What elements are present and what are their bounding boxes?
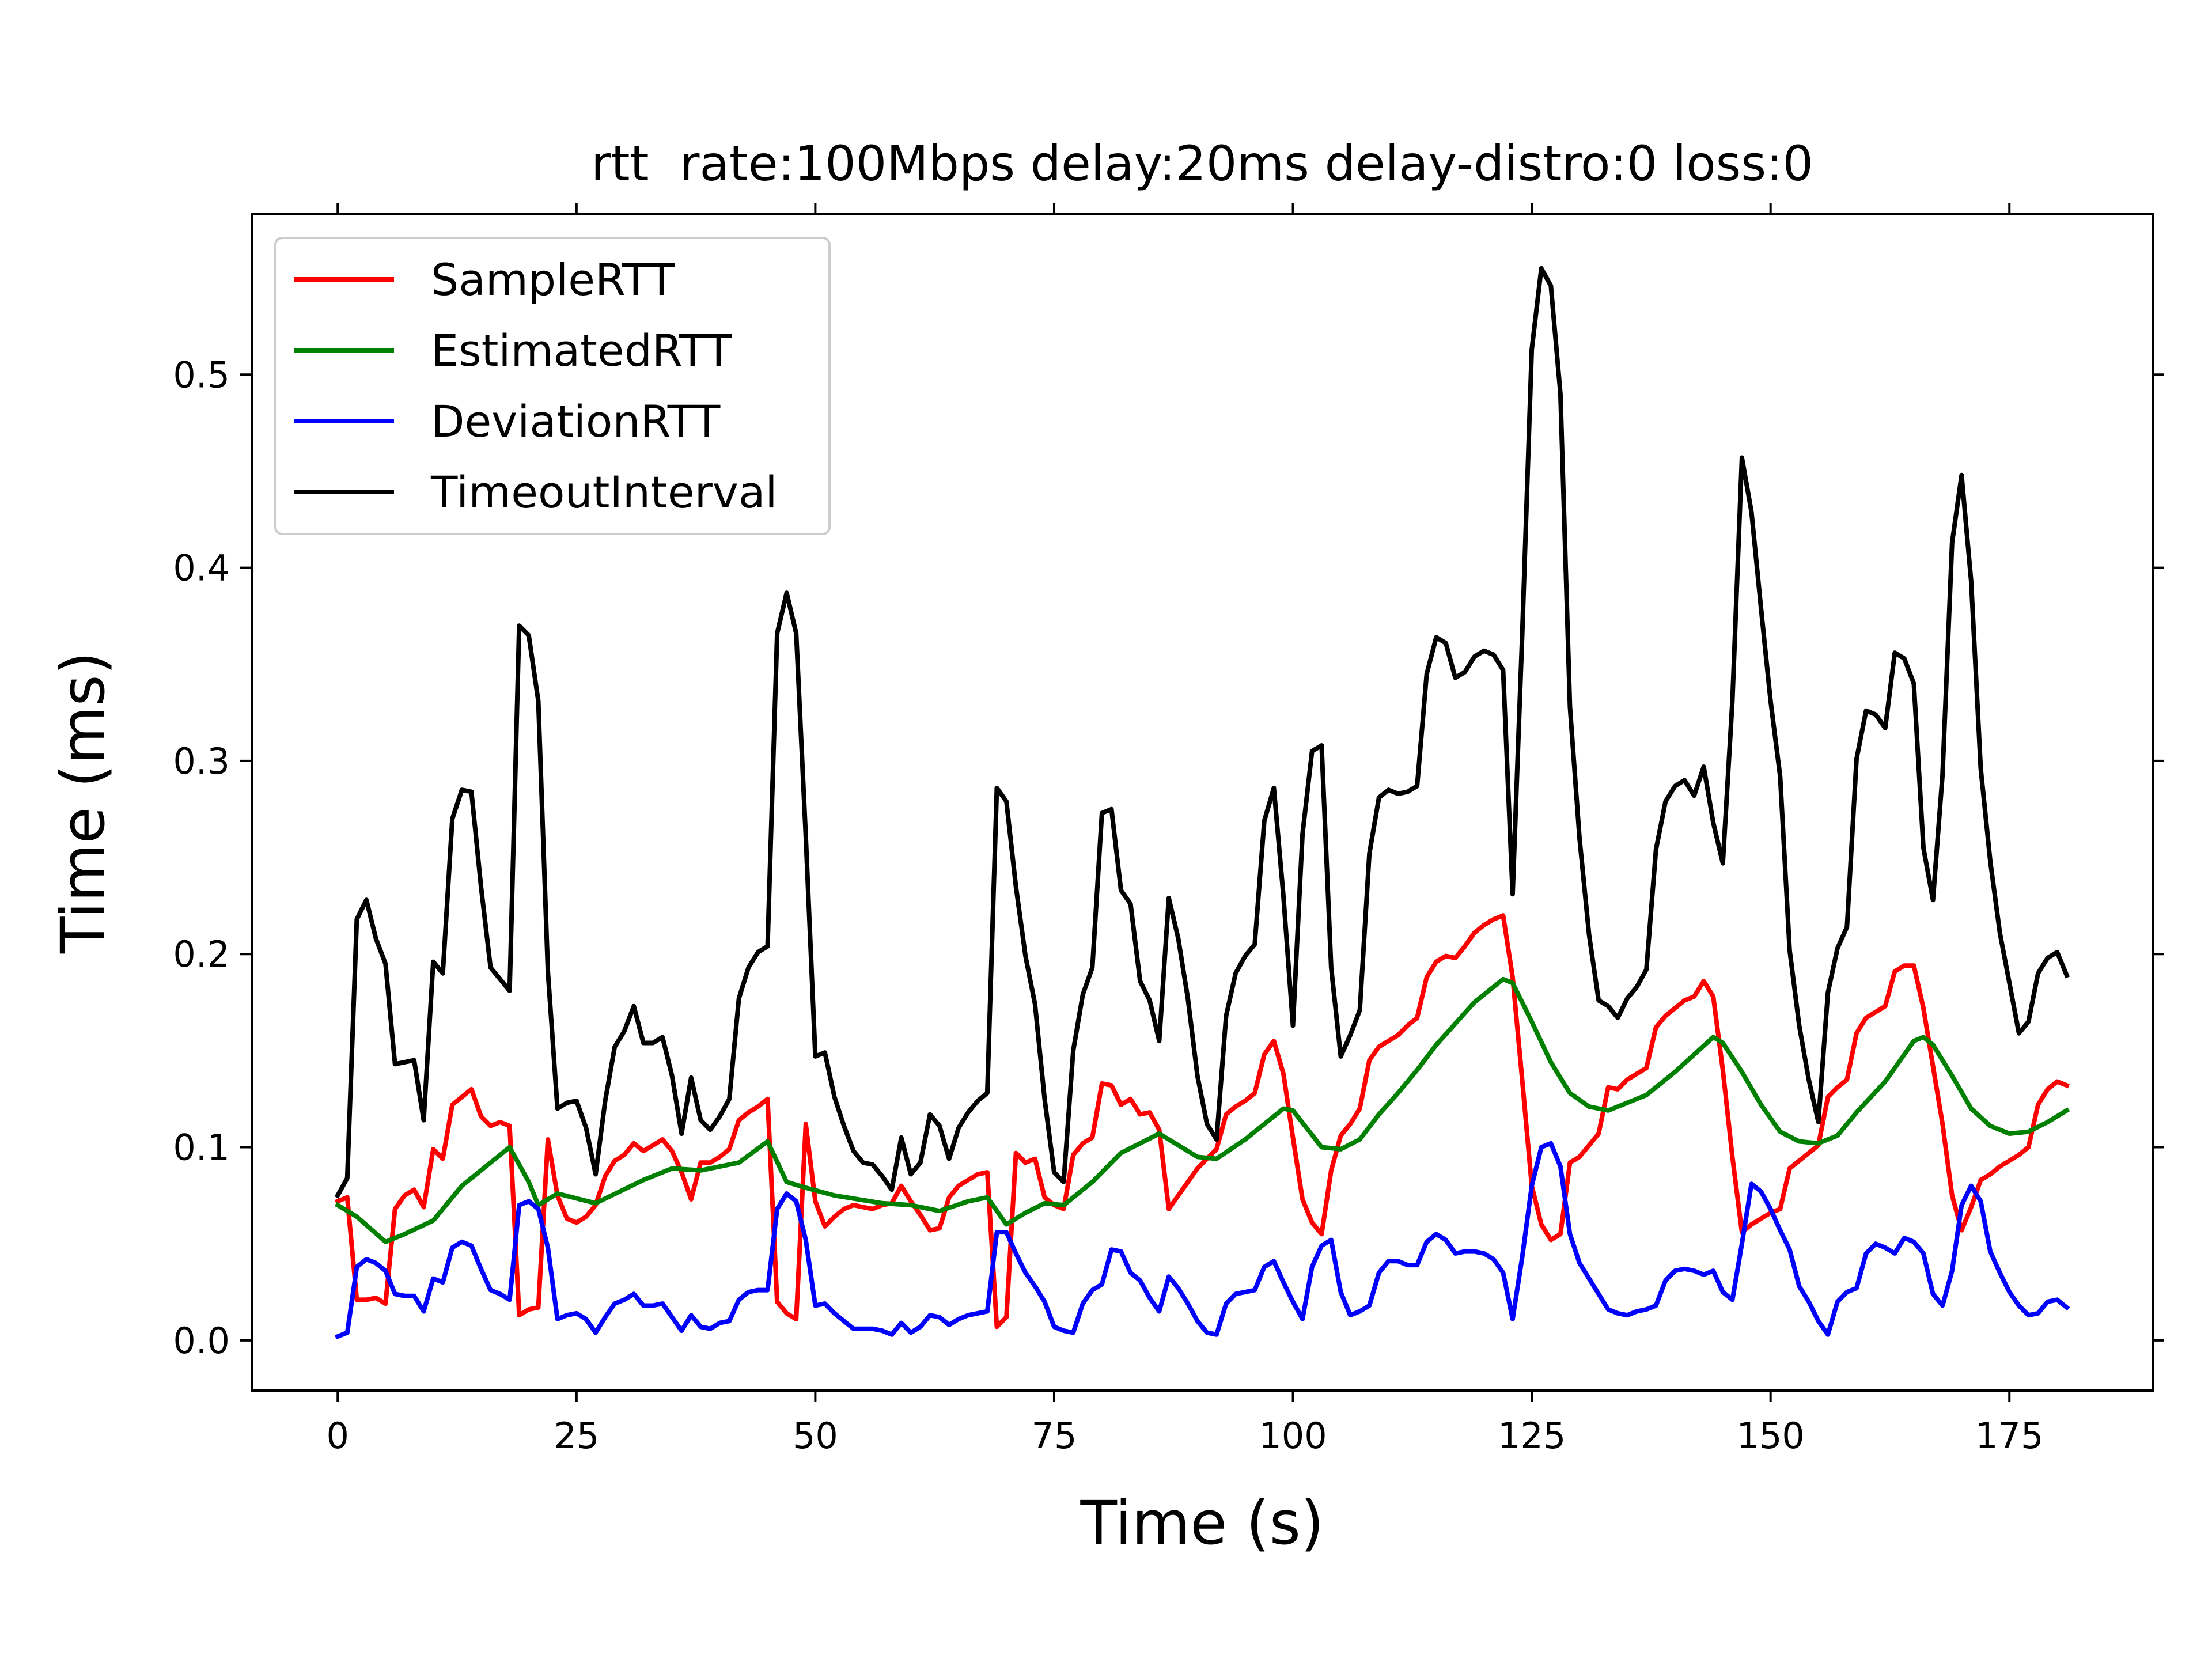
legend-label-samplertt: SampleRTT <box>431 254 675 305</box>
x-tick-label: 150 <box>1737 1415 1805 1457</box>
series-layer <box>334 266 2070 1340</box>
y-tick-label: 0.3 <box>173 740 230 782</box>
series-line-timeoutinterval <box>334 266 2070 1199</box>
legend-label-timeoutinterval: TimeoutInterval <box>430 467 778 518</box>
y-tick-label: 0.5 <box>173 354 230 396</box>
y-tick-label: 0.2 <box>173 933 230 975</box>
x-tick-label: 75 <box>1032 1415 1077 1457</box>
y-axis-label: Time (ms) <box>48 652 118 954</box>
x-tick-label: 100 <box>1259 1415 1327 1457</box>
x-tick-label: 0 <box>327 1415 349 1457</box>
x-axis-label: Time (s) <box>1080 1488 1324 1558</box>
x-tick-label: 25 <box>554 1415 599 1457</box>
plot-frame <box>251 213 2154 1392</box>
ticks-layer: 0 25 50 75 100 125 150 175 0.0 0.1 0.2 0.3 0.4 0.5 <box>173 203 2164 1457</box>
series-line-deviationrtt <box>334 1141 2070 1340</box>
legend-box <box>274 237 831 535</box>
legend-label-deviationrtt: DeviationRTT <box>431 396 721 447</box>
y-tick-label: 0.4 <box>173 547 230 589</box>
series-line-samplertt <box>334 913 2070 1330</box>
legend-label-estimatedrtt: EstimatedRTT <box>431 325 732 376</box>
x-tick-label: 125 <box>1498 1415 1566 1457</box>
legend: SampleRTT EstimatedRTT DeviationRTT Timeout… <box>274 237 831 535</box>
y-tick-label: 0.1 <box>173 1127 230 1169</box>
y-tick-label: 0.0 <box>173 1320 230 1362</box>
series-line-estimatedrtt <box>334 976 2070 1244</box>
chart-title: rtt rate:100Mbps delay:20ms delay-distro… <box>591 135 1813 192</box>
x-tick-label: 175 <box>1975 1415 2043 1457</box>
x-tick-label: 50 <box>793 1415 838 1457</box>
